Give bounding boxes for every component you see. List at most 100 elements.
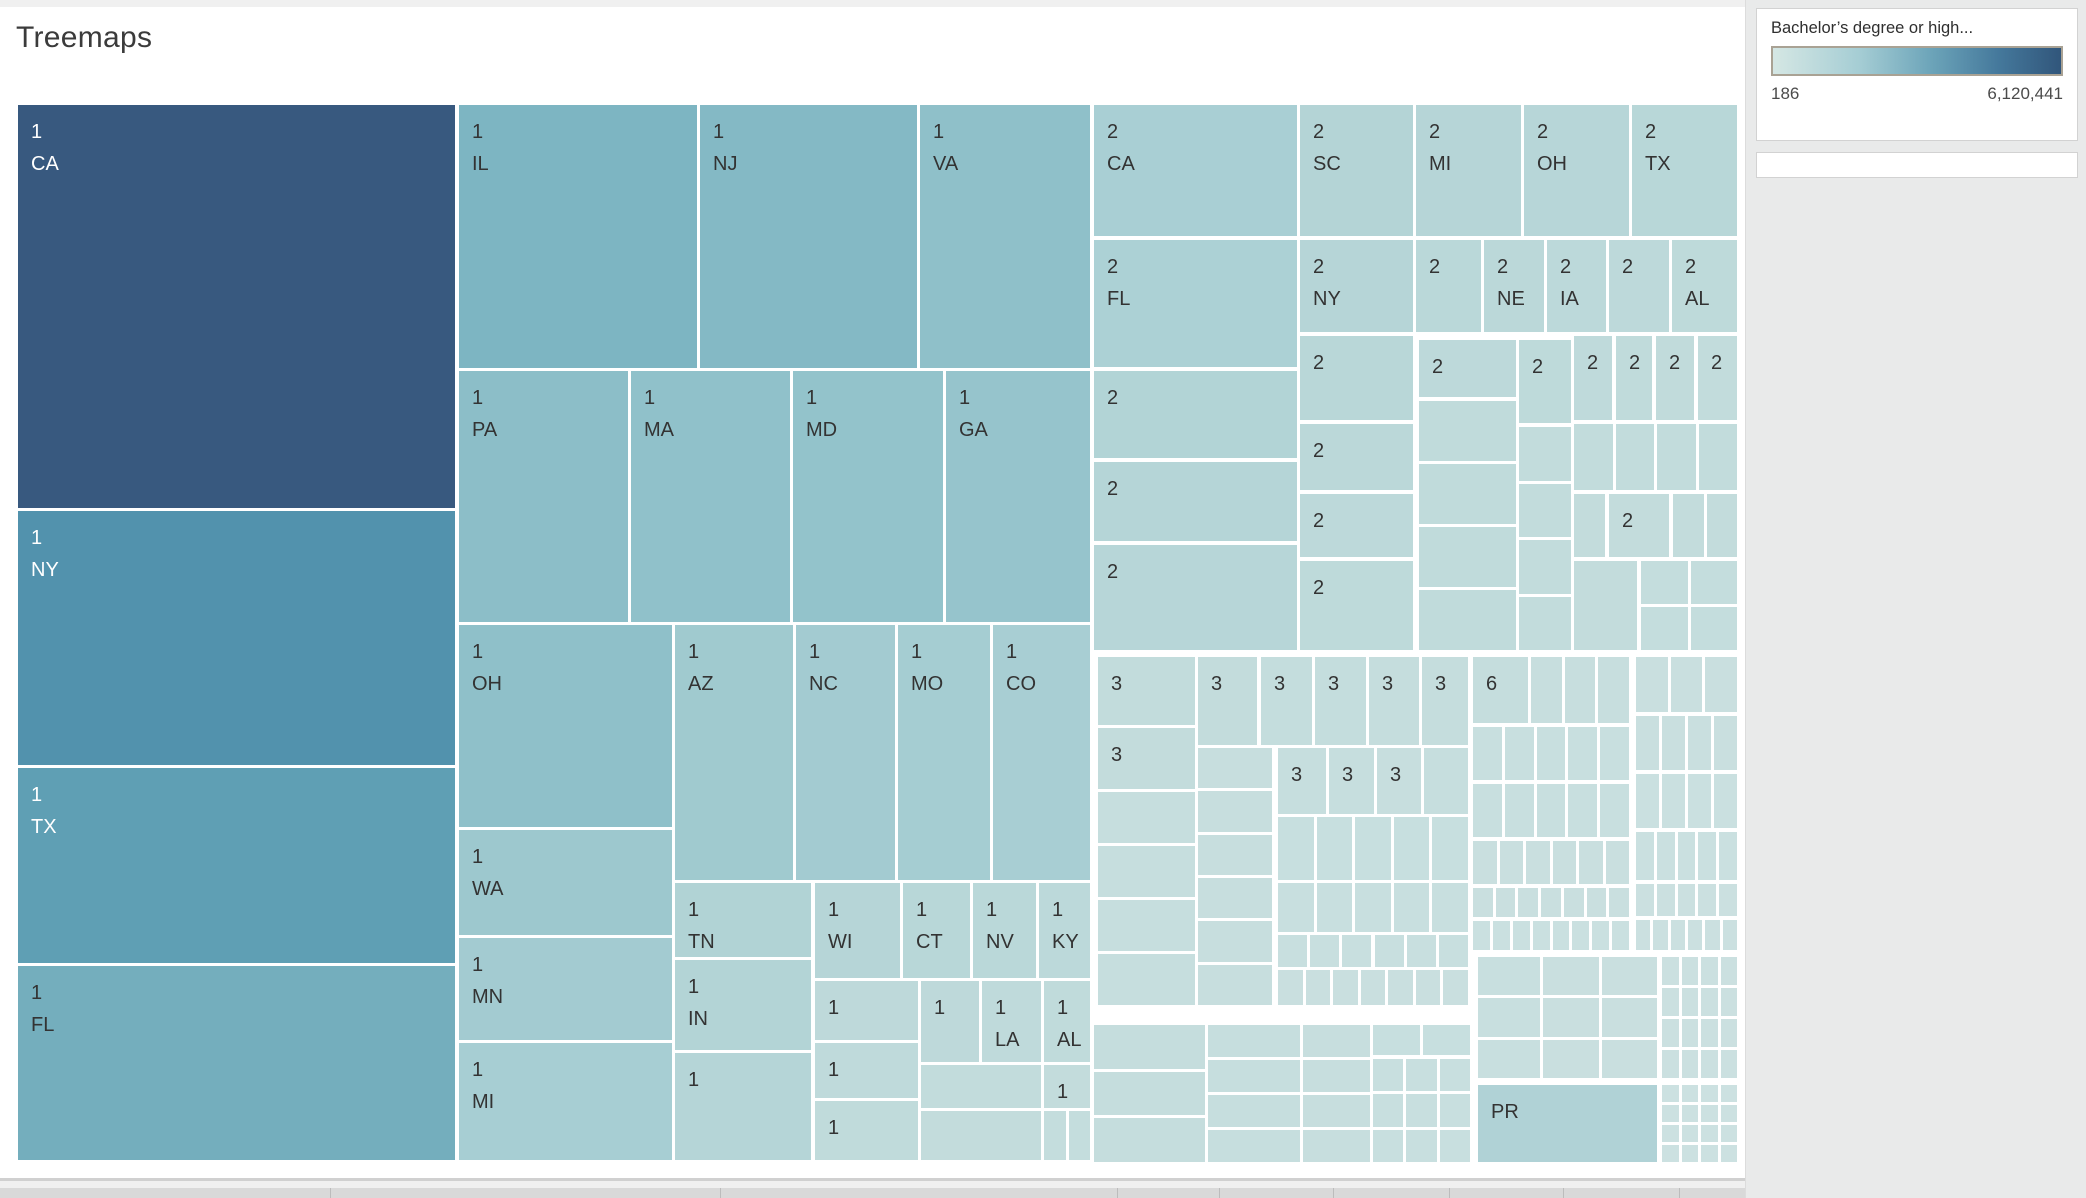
treemap-node[interactable]: 1: [675, 1053, 811, 1160]
treemap-node[interactable]: [1586, 888, 1607, 917]
treemap-node[interactable]: [1574, 424, 1613, 490]
treemap-node[interactable]: 1 MD: [793, 371, 943, 622]
treemap-node[interactable]: [1278, 970, 1303, 1005]
treemap-node[interactable]: [1681, 1145, 1698, 1162]
treemap-node[interactable]: [1574, 561, 1637, 650]
treemap-node[interactable]: 1 IN: [675, 960, 811, 1050]
treemap-node[interactable]: 2: [1609, 240, 1669, 332]
treemap-node[interactable]: [1720, 1145, 1737, 1162]
treemap-node[interactable]: [1374, 935, 1404, 967]
treemap-node[interactable]: [1415, 970, 1441, 1005]
treemap-node[interactable]: [1690, 561, 1737, 604]
treemap-node[interactable]: [1600, 784, 1629, 837]
treemap-node[interactable]: [1478, 998, 1540, 1037]
treemap-node[interactable]: [1698, 832, 1717, 880]
treemap-node[interactable]: [1406, 1129, 1437, 1162]
treemap-node[interactable]: [1406, 1059, 1437, 1092]
treemap-node[interactable]: 3: [1422, 657, 1468, 745]
treemap-node[interactable]: [1568, 727, 1598, 780]
treemap-node[interactable]: [1278, 935, 1308, 967]
treemap-node[interactable]: [1714, 716, 1737, 770]
treemap-node[interactable]: [1706, 494, 1737, 557]
treemap-node[interactable]: 1 PA: [459, 371, 628, 622]
treemap-node[interactable]: [1532, 921, 1550, 950]
treemap-node[interactable]: 1 NJ: [700, 105, 917, 368]
treemap-node[interactable]: 2: [1300, 424, 1413, 490]
treemap-node[interactable]: [1424, 748, 1468, 814]
treemap-node[interactable]: [1519, 596, 1571, 650]
treemap-node[interactable]: [1355, 817, 1391, 880]
treemap-node[interactable]: [1572, 921, 1590, 950]
treemap-node[interactable]: [1443, 970, 1468, 1005]
treemap-node[interactable]: [1094, 1025, 1205, 1069]
treemap-node[interactable]: [1592, 921, 1610, 950]
treemap-node[interactable]: 2 OH: [1524, 105, 1629, 236]
treemap-node[interactable]: [1419, 464, 1516, 524]
treemap-node[interactable]: 3: [1198, 657, 1257, 745]
treemap-node[interactable]: 2 IA: [1547, 240, 1606, 332]
treemap-node[interactable]: 1 LA: [982, 981, 1041, 1062]
treemap-node[interactable]: [1670, 657, 1703, 712]
treemap-node[interactable]: 1 TN: [675, 883, 811, 957]
treemap-node[interactable]: [1681, 1050, 1698, 1078]
treemap-node[interactable]: 2: [1094, 545, 1297, 650]
treemap-node[interactable]: [1373, 1094, 1404, 1127]
treemap-node[interactable]: 1 FL: [18, 966, 455, 1160]
treemap-node[interactable]: [1198, 791, 1272, 832]
treemap-node[interactable]: [1641, 561, 1688, 604]
treemap-node[interactable]: 2: [1300, 561, 1413, 650]
treemap-node[interactable]: [1662, 1145, 1679, 1162]
treemap-node[interactable]: 1 AZ: [675, 625, 793, 880]
treemap-node[interactable]: [1662, 774, 1685, 828]
treemap-node[interactable]: [1342, 935, 1372, 967]
treemap-node[interactable]: [1670, 920, 1685, 950]
treemap-node[interactable]: [1612, 921, 1629, 950]
treemap-node[interactable]: [1681, 1105, 1698, 1122]
treemap-node[interactable]: [1536, 784, 1566, 837]
treemap-node[interactable]: 3: [1098, 657, 1195, 725]
treemap-node[interactable]: [1636, 920, 1651, 950]
treemap-node[interactable]: 2: [1519, 340, 1571, 423]
treemap-node[interactable]: [1636, 716, 1659, 770]
treemap-node[interactable]: [1701, 1105, 1718, 1122]
treemap-node[interactable]: 2: [1616, 336, 1652, 420]
treemap-node[interactable]: [1492, 921, 1510, 950]
treemap-node[interactable]: [1720, 988, 1737, 1016]
treemap-node[interactable]: [1698, 424, 1737, 490]
treemap-node[interactable]: [1720, 1019, 1737, 1047]
treemap-node[interactable]: 2: [1300, 336, 1413, 420]
treemap-node[interactable]: 3: [1329, 748, 1374, 814]
treemap-node[interactable]: [1541, 888, 1561, 917]
treemap-node[interactable]: [1198, 878, 1272, 919]
treemap-node[interactable]: [1373, 1059, 1404, 1092]
treemap-node[interactable]: [1719, 884, 1737, 916]
treemap-node[interactable]: [1653, 920, 1668, 950]
treemap-node[interactable]: [1198, 921, 1272, 962]
treemap-node[interactable]: [1198, 834, 1272, 875]
treemap-node[interactable]: 2 CA: [1094, 105, 1297, 236]
treemap-node[interactable]: 2 NY: [1300, 240, 1413, 332]
treemap-node[interactable]: [1098, 846, 1195, 897]
treemap-node[interactable]: 1 OH: [459, 625, 672, 827]
treemap-node[interactable]: [1432, 817, 1468, 880]
treemap-node[interactable]: 2 NE: [1484, 240, 1544, 332]
treemap-node[interactable]: [1601, 998, 1657, 1037]
treemap-node[interactable]: 2: [1416, 240, 1481, 332]
treemap-node[interactable]: [1636, 884, 1654, 916]
treemap-node[interactable]: 3: [1369, 657, 1419, 745]
treemap-node[interactable]: [1701, 1125, 1718, 1142]
treemap-node[interactable]: [1701, 1145, 1718, 1162]
treemap-node[interactable]: [1688, 774, 1711, 828]
treemap-node[interactable]: [1705, 657, 1737, 712]
treemap-node[interactable]: [1278, 883, 1314, 932]
treemap-node[interactable]: 1 AL: [1044, 981, 1090, 1062]
treemap-node[interactable]: [1419, 590, 1516, 650]
treemap-node[interactable]: [1094, 1118, 1205, 1162]
treemap-node[interactable]: 2: [1609, 494, 1669, 557]
treemap-node[interactable]: [1701, 1085, 1718, 1102]
treemap-node[interactable]: [1568, 784, 1598, 837]
treemap-node[interactable]: [1473, 727, 1502, 780]
treemap-node[interactable]: [1473, 841, 1497, 884]
treemap-node[interactable]: [1094, 1071, 1205, 1116]
treemap-node[interactable]: [1564, 657, 1596, 723]
